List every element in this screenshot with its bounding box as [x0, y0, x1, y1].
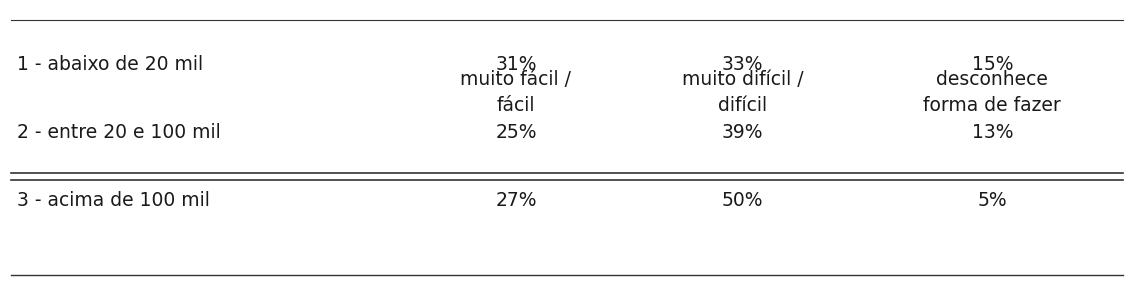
- Text: desconhece
forma de fazer: desconhece forma de fazer: [923, 70, 1061, 115]
- Text: 5%: 5%: [978, 191, 1007, 210]
- Text: 39%: 39%: [722, 123, 763, 142]
- Text: 13%: 13%: [972, 123, 1013, 142]
- Text: 2 - entre 20 e 100 mil: 2 - entre 20 e 100 mil: [17, 123, 221, 142]
- Text: 31%: 31%: [496, 55, 536, 74]
- Text: 50%: 50%: [722, 191, 763, 210]
- Text: muito difícil /
difícil: muito difícil / difícil: [682, 70, 804, 115]
- Text: 25%: 25%: [496, 123, 536, 142]
- Text: 1 - abaixo de 20 mil: 1 - abaixo de 20 mil: [17, 55, 203, 74]
- Text: 3 - acima de 100 mil: 3 - acima de 100 mil: [17, 191, 210, 210]
- Text: 33%: 33%: [722, 55, 763, 74]
- Text: muito fácil /
fácil: muito fácil / fácil: [460, 70, 572, 115]
- Text: 27%: 27%: [496, 191, 536, 210]
- Text: 15%: 15%: [972, 55, 1013, 74]
